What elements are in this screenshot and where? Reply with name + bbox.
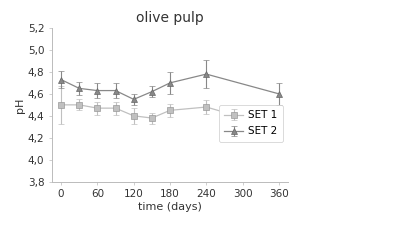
X-axis label: time (days): time (days) [138, 202, 202, 212]
Title: olive pulp: olive pulp [136, 11, 204, 25]
Y-axis label: pH: pH [15, 97, 25, 113]
Legend: SET 1, SET 2: SET 1, SET 2 [219, 105, 283, 142]
